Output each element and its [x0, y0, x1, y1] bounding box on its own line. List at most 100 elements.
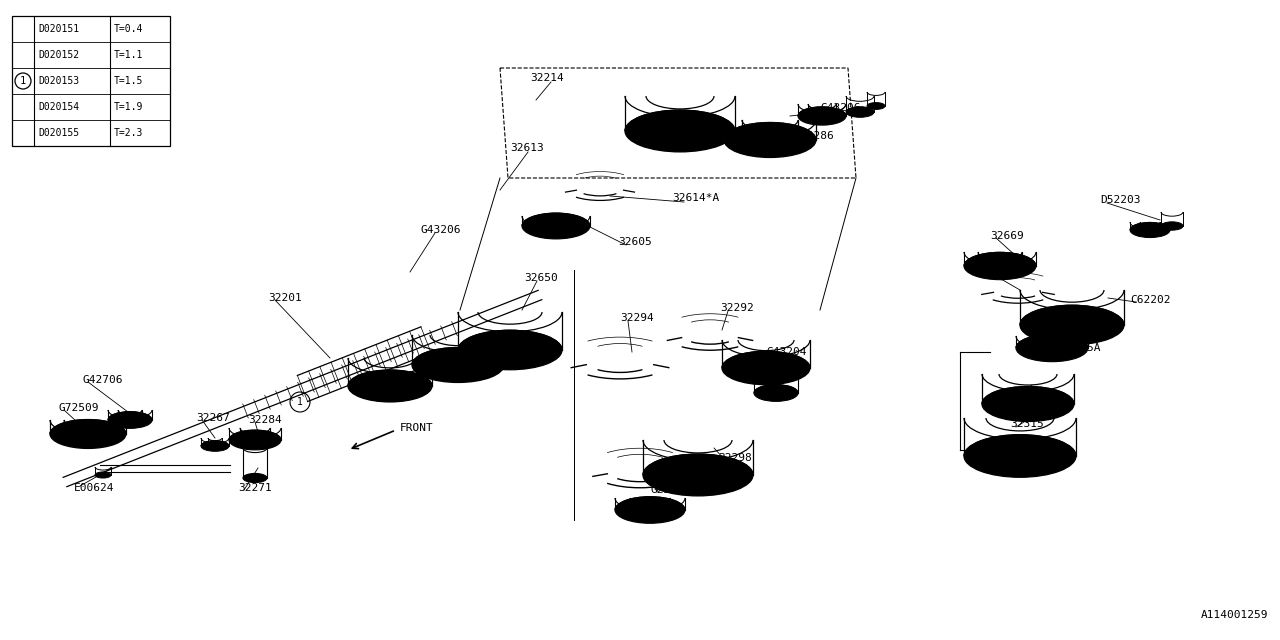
Ellipse shape — [964, 252, 1036, 280]
Ellipse shape — [430, 355, 486, 376]
Ellipse shape — [95, 472, 111, 478]
Ellipse shape — [1023, 323, 1038, 330]
Ellipse shape — [640, 140, 657, 146]
Text: 32614*A: 32614*A — [672, 193, 719, 203]
Ellipse shape — [797, 107, 846, 125]
Text: 32614*B: 32614*B — [977, 260, 1023, 270]
Text: T=1.9: T=1.9 — [114, 102, 143, 112]
Ellipse shape — [745, 378, 758, 383]
Ellipse shape — [1056, 406, 1070, 412]
Text: E00624: E00624 — [74, 483, 114, 493]
Ellipse shape — [1044, 413, 1059, 418]
Ellipse shape — [991, 410, 1005, 415]
Ellipse shape — [1016, 334, 1088, 362]
Ellipse shape — [986, 406, 1000, 412]
Ellipse shape — [690, 489, 707, 495]
Text: T=1.1: T=1.1 — [114, 50, 143, 60]
Text: T=0.4: T=0.4 — [114, 24, 143, 34]
Ellipse shape — [998, 413, 1011, 418]
Ellipse shape — [370, 396, 383, 400]
Text: G42706: G42706 — [82, 375, 123, 385]
Text: FRONT: FRONT — [401, 423, 434, 433]
Ellipse shape — [755, 379, 768, 384]
Ellipse shape — [716, 129, 732, 136]
Ellipse shape — [1036, 415, 1050, 420]
Text: D020154: D020154 — [38, 102, 79, 112]
Ellipse shape — [421, 371, 435, 376]
Ellipse shape — [704, 140, 721, 146]
Ellipse shape — [1029, 331, 1044, 337]
Ellipse shape — [614, 497, 685, 524]
Ellipse shape — [209, 444, 221, 449]
Ellipse shape — [411, 391, 424, 396]
Text: T=2.3: T=2.3 — [114, 128, 143, 138]
Ellipse shape — [362, 394, 375, 399]
Ellipse shape — [349, 385, 362, 390]
Text: 32271: 32271 — [238, 483, 271, 493]
Text: 32605A: 32605A — [1060, 343, 1101, 353]
Ellipse shape — [774, 378, 787, 383]
Ellipse shape — [1074, 337, 1091, 344]
Ellipse shape — [764, 379, 777, 384]
Text: D52203: D52203 — [1100, 195, 1140, 205]
Text: 32237: 32237 — [648, 505, 682, 515]
Ellipse shape — [413, 364, 429, 369]
Text: 32650: 32650 — [524, 273, 558, 283]
Ellipse shape — [723, 367, 736, 372]
Text: G22517: G22517 — [650, 485, 690, 495]
Ellipse shape — [436, 375, 451, 381]
Ellipse shape — [456, 376, 470, 381]
Ellipse shape — [794, 371, 806, 375]
Ellipse shape — [466, 375, 480, 381]
Ellipse shape — [677, 145, 694, 151]
Ellipse shape — [481, 371, 495, 376]
Ellipse shape — [630, 133, 646, 140]
Ellipse shape — [645, 474, 662, 479]
Text: G72509: G72509 — [58, 403, 99, 413]
Ellipse shape — [118, 415, 142, 424]
Ellipse shape — [739, 357, 794, 379]
Ellipse shape — [416, 367, 430, 372]
Ellipse shape — [782, 376, 795, 381]
Text: G43206: G43206 — [820, 103, 860, 113]
Bar — [12, 16, 170, 146]
Ellipse shape — [648, 477, 664, 484]
Text: 32669: 32669 — [989, 231, 1024, 241]
Text: 32605: 32605 — [618, 237, 652, 247]
Ellipse shape — [986, 443, 1053, 469]
Ellipse shape — [364, 376, 416, 396]
Ellipse shape — [417, 385, 430, 390]
Text: D020151: D020151 — [38, 24, 79, 34]
Text: 32286: 32286 — [800, 131, 833, 141]
Ellipse shape — [722, 351, 810, 385]
Ellipse shape — [964, 435, 1076, 477]
Ellipse shape — [695, 142, 713, 148]
Ellipse shape — [485, 367, 500, 372]
Ellipse shape — [664, 462, 732, 488]
Ellipse shape — [356, 391, 369, 396]
Ellipse shape — [488, 364, 502, 369]
Ellipse shape — [397, 396, 410, 400]
Ellipse shape — [846, 107, 874, 117]
Ellipse shape — [630, 502, 669, 518]
Ellipse shape — [379, 396, 392, 401]
Ellipse shape — [867, 102, 884, 109]
Ellipse shape — [732, 477, 749, 484]
Text: T=1.5: T=1.5 — [114, 76, 143, 86]
Ellipse shape — [678, 488, 695, 495]
Ellipse shape — [477, 338, 541, 362]
Ellipse shape — [474, 373, 488, 379]
Text: 32298: 32298 — [718, 453, 751, 463]
Ellipse shape — [72, 428, 104, 440]
Text: 32267: 32267 — [196, 413, 229, 423]
Ellipse shape — [1032, 340, 1073, 356]
Ellipse shape — [416, 388, 429, 393]
Ellipse shape — [522, 213, 590, 239]
Ellipse shape — [108, 412, 152, 428]
Text: G43206: G43206 — [420, 225, 461, 235]
Ellipse shape — [709, 136, 727, 143]
Ellipse shape — [700, 488, 717, 495]
Ellipse shape — [458, 330, 562, 370]
Ellipse shape — [726, 371, 739, 375]
Ellipse shape — [634, 136, 650, 143]
